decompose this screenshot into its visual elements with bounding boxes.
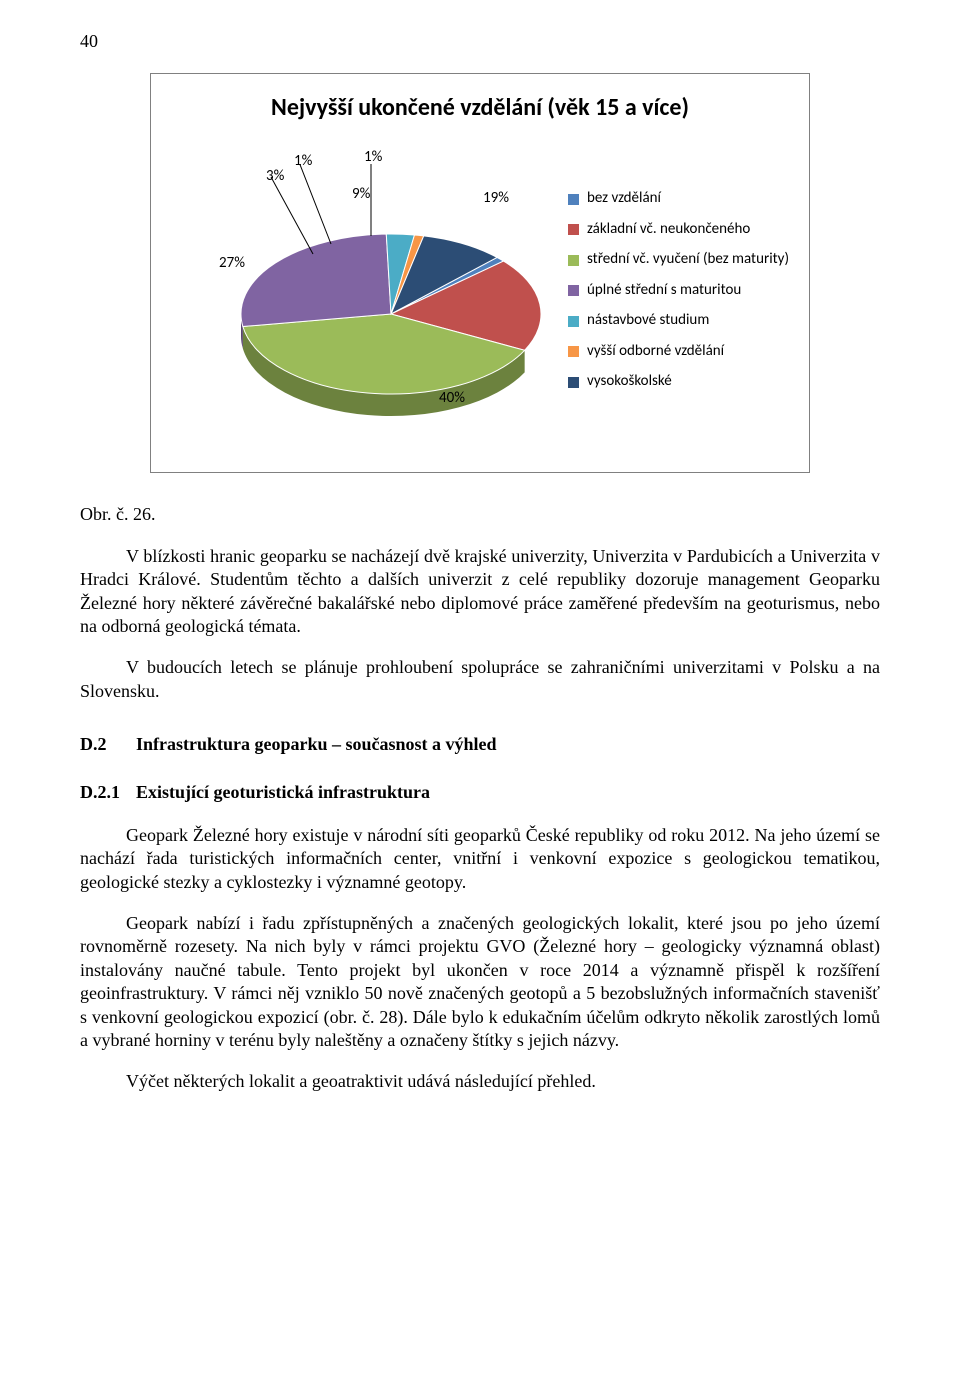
chart-title: Nejvyšší ukončené vzdělání (věk 15 a víc… xyxy=(151,92,809,123)
legend-swatch-1 xyxy=(568,224,579,235)
heading-d21: D.2.1 Existující geoturistická infrastru… xyxy=(80,781,880,804)
callout-0: 1% xyxy=(364,148,382,168)
heading-title: Existující geoturistická infrastruktura xyxy=(136,781,430,804)
heading-d2: D.2 Infrastruktura geoparku – současnost… xyxy=(80,733,880,756)
body-paragraph: V budoucích letech se plánuje prohlouben… xyxy=(80,656,880,703)
body-paragraph: Výčet některých lokalit a geoatraktivit … xyxy=(80,1070,880,1093)
callout-1: 19% xyxy=(483,189,509,209)
heading-number: D.2 xyxy=(80,733,136,756)
legend-swatch-4 xyxy=(568,316,579,327)
legend-item: vysokoškolské xyxy=(568,372,789,392)
education-pie-chart: Nejvyšší ukončené vzdělání (věk 15 a víc… xyxy=(150,73,810,473)
legend-swatch-6 xyxy=(568,377,579,388)
legend-swatch-3 xyxy=(568,285,579,296)
legend-label: bez vzdělání xyxy=(587,189,661,209)
legend-label: střední vč. vyučení (bez maturity) xyxy=(587,250,789,270)
legend-item: základní vč. neukončeného xyxy=(568,220,789,240)
legend-swatch-0 xyxy=(568,194,579,205)
pie-wrap: 1% 19% 40% 27% 3% 1% 9% xyxy=(231,164,551,424)
callout-2: 40% xyxy=(439,389,465,409)
callout-6: 9% xyxy=(352,185,370,205)
page-number: 40 xyxy=(80,30,880,53)
figure-label: Obr. č. 26. xyxy=(80,503,880,526)
legend-swatch-5 xyxy=(568,346,579,357)
heading-title: Infrastruktura geoparku – současnost a v… xyxy=(136,733,497,756)
callout-4: 3% xyxy=(266,167,284,187)
heading-number: D.2.1 xyxy=(80,781,136,804)
legend-item: vyšší odborné vzdělání xyxy=(568,342,789,362)
legend-label: nástavbové studium xyxy=(587,311,709,331)
body-paragraph: V blízkosti hranic geoparku se nacházejí… xyxy=(80,545,880,639)
chart-legend: bez vzdělání základní vč. neukončeného s… xyxy=(568,189,789,403)
legend-label: vysokoškolské xyxy=(587,372,672,392)
callout-3: 27% xyxy=(219,254,245,274)
legend-label: základní vč. neukončeného xyxy=(587,220,750,240)
callout-5: 1% xyxy=(294,152,312,172)
body-paragraph: Geopark nabízí i řadu zpřístupněných a z… xyxy=(80,912,880,1052)
legend-item: úplné střední s maturitou xyxy=(568,281,789,301)
legend-item: bez vzdělání xyxy=(568,189,789,209)
legend-item: střední vč. vyučení (bez maturity) xyxy=(568,250,789,270)
legend-item: nástavbové studium xyxy=(568,311,789,331)
legend-swatch-2 xyxy=(568,255,579,266)
body-paragraph: Geopark Železné hory existuje v národní … xyxy=(80,824,880,894)
legend-label: vyšší odborné vzdělání xyxy=(587,342,724,362)
legend-label: úplné střední s maturitou xyxy=(587,281,741,301)
